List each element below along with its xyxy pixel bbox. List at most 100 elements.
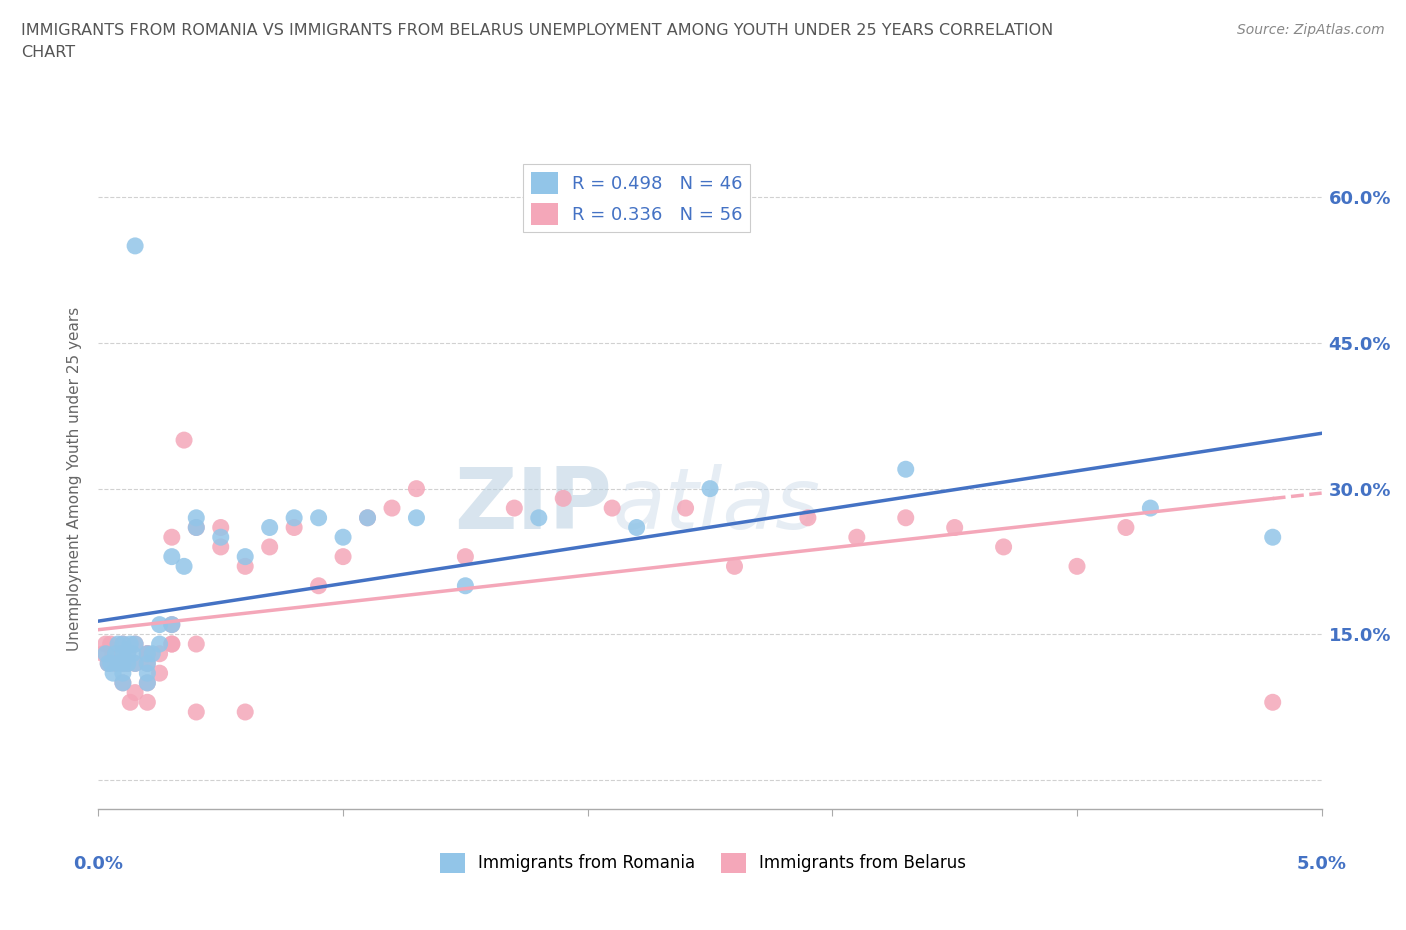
Point — [111, 666, 134, 681]
Point — [111, 646, 134, 661]
Point — [101, 666, 124, 681]
Point — [209, 530, 232, 545]
Point — [121, 646, 143, 661]
Point — [111, 656, 134, 671]
Point — [356, 511, 378, 525]
Point — [1261, 695, 1284, 710]
Point — [149, 637, 172, 652]
Point — [173, 559, 195, 574]
Point — [233, 705, 256, 720]
Point — [111, 637, 134, 652]
Point — [111, 675, 134, 690]
Point — [136, 656, 159, 671]
Point — [94, 637, 117, 652]
Legend: Immigrants from Romania, Immigrants from Belarus: Immigrants from Romania, Immigrants from… — [433, 846, 973, 880]
Point — [101, 646, 124, 661]
Point — [107, 637, 129, 652]
Point — [124, 238, 146, 253]
Point — [797, 511, 820, 525]
Legend: R = 0.498   N = 46, R = 0.336   N = 56: R = 0.498 N = 46, R = 0.336 N = 56 — [523, 165, 749, 232]
Point — [136, 675, 159, 690]
Point — [845, 530, 868, 545]
Point — [100, 637, 122, 652]
Point — [111, 675, 134, 690]
Point — [160, 530, 183, 545]
Point — [91, 646, 114, 661]
Y-axis label: Unemployment Among Youth under 25 years: Unemployment Among Youth under 25 years — [67, 307, 83, 651]
Point — [160, 637, 183, 652]
Point — [97, 656, 120, 671]
Point — [381, 500, 404, 515]
Point — [1066, 559, 1088, 574]
Point — [405, 511, 427, 525]
Point — [124, 656, 146, 671]
Point — [97, 656, 120, 671]
Point — [454, 550, 477, 565]
Point — [454, 578, 477, 593]
Point — [111, 637, 134, 652]
Point — [100, 656, 122, 671]
Point — [699, 481, 721, 496]
Point — [186, 520, 208, 535]
Point — [117, 646, 139, 661]
Point — [173, 432, 195, 447]
Point — [117, 646, 139, 661]
Point — [283, 511, 305, 525]
Point — [136, 656, 159, 671]
Point — [160, 618, 183, 632]
Point — [120, 637, 142, 652]
Point — [600, 500, 623, 515]
Text: 5.0%: 5.0% — [1296, 856, 1347, 873]
Point — [186, 511, 208, 525]
Point — [308, 578, 330, 593]
Point — [186, 637, 208, 652]
Point — [503, 500, 526, 515]
Point — [1139, 500, 1161, 515]
Point — [136, 646, 159, 661]
Point — [136, 675, 159, 690]
Point — [186, 705, 208, 720]
Point — [149, 618, 172, 632]
Point — [136, 646, 159, 661]
Point — [104, 656, 127, 671]
Point — [117, 656, 139, 671]
Point — [94, 646, 117, 661]
Point — [120, 695, 142, 710]
Point — [993, 539, 1015, 554]
Point — [332, 530, 354, 545]
Point — [675, 500, 697, 515]
Point — [124, 656, 146, 671]
Point — [332, 550, 354, 565]
Point — [186, 520, 208, 535]
Point — [405, 481, 427, 496]
Point — [160, 618, 183, 632]
Point — [259, 539, 281, 554]
Point — [149, 646, 172, 661]
Point — [1115, 520, 1137, 535]
Point — [111, 656, 134, 671]
Point — [124, 637, 146, 652]
Point — [723, 559, 745, 574]
Point — [894, 462, 917, 477]
Point — [104, 646, 127, 661]
Point — [209, 520, 232, 535]
Point — [136, 695, 159, 710]
Point — [209, 539, 232, 554]
Point — [124, 685, 146, 700]
Text: 0.0%: 0.0% — [73, 856, 124, 873]
Point — [107, 646, 129, 661]
Point — [626, 520, 648, 535]
Point — [283, 520, 305, 535]
Point — [117, 656, 139, 671]
Point — [136, 646, 159, 661]
Point — [136, 666, 159, 681]
Point — [141, 646, 163, 661]
Point — [124, 637, 146, 652]
Point — [943, 520, 966, 535]
Text: Source: ZipAtlas.com: Source: ZipAtlas.com — [1237, 23, 1385, 37]
Point — [356, 511, 378, 525]
Point — [527, 511, 550, 525]
Point — [160, 637, 183, 652]
Text: ZIP: ZIP — [454, 464, 612, 547]
Point — [160, 550, 183, 565]
